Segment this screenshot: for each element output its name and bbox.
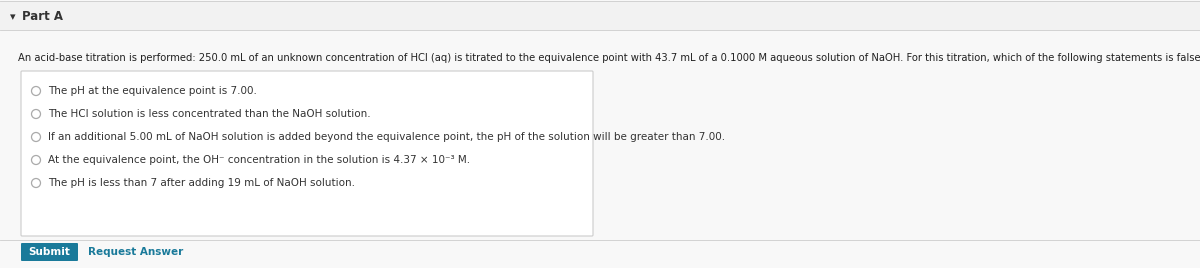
FancyBboxPatch shape	[22, 71, 593, 236]
Text: The pH at the equivalence point is 7.00.: The pH at the equivalence point is 7.00.	[48, 86, 257, 96]
FancyBboxPatch shape	[22, 243, 78, 261]
Text: Submit: Submit	[29, 247, 71, 257]
Text: Request Answer: Request Answer	[88, 247, 184, 257]
Bar	[0, 1, 1200, 30]
Bar	[0, 0, 1200, 5]
Circle shape	[31, 155, 41, 165]
Text: At the equivalence point, the OH⁻ concentration in the solution is 4.37 × 10⁻³ M: At the equivalence point, the OH⁻ concen…	[48, 155, 470, 165]
Circle shape	[31, 178, 41, 188]
Text: If an additional 5.00 mL of NaOH solution is added beyond the equivalence point,: If an additional 5.00 mL of NaOH solutio…	[48, 132, 725, 142]
Text: Part A: Part A	[22, 10, 64, 24]
Text: The pH is less than 7 after adding 19 mL of NaOH solution.: The pH is less than 7 after adding 19 mL…	[48, 178, 355, 188]
Circle shape	[31, 87, 41, 95]
Bar	[0, 30, 1200, 268]
Circle shape	[31, 110, 41, 118]
Text: ▾: ▾	[10, 12, 16, 22]
Circle shape	[31, 132, 41, 142]
Text: The HCl solution is less concentrated than the NaOH solution.: The HCl solution is less concentrated th…	[48, 109, 371, 119]
Text: An acid-base titration is performed: 250.0 mL of an unknown concentration of HCl: An acid-base titration is performed: 250…	[18, 53, 1200, 63]
